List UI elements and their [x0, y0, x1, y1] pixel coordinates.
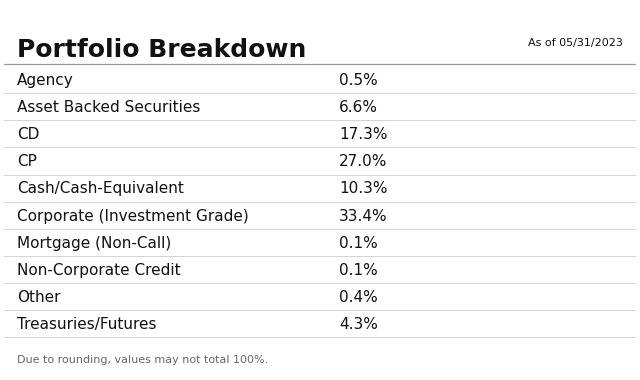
Text: Non-Corporate Credit: Non-Corporate Credit [17, 263, 180, 278]
Text: 4.3%: 4.3% [339, 317, 378, 332]
Text: Portfolio Breakdown: Portfolio Breakdown [17, 38, 306, 62]
Text: Due to rounding, values may not total 100%.: Due to rounding, values may not total 10… [17, 355, 268, 365]
Text: CP: CP [17, 154, 36, 169]
Text: As of 05/31/2023: As of 05/31/2023 [529, 38, 623, 48]
Text: 6.6%: 6.6% [339, 100, 378, 115]
Text: 27.0%: 27.0% [339, 154, 387, 169]
Text: 33.4%: 33.4% [339, 209, 388, 223]
Text: 0.1%: 0.1% [339, 236, 378, 251]
Text: CD: CD [17, 127, 39, 142]
Text: 0.1%: 0.1% [339, 263, 378, 278]
Text: 0.4%: 0.4% [339, 290, 378, 305]
Text: Corporate (Investment Grade): Corporate (Investment Grade) [17, 209, 248, 223]
Text: Agency: Agency [17, 73, 74, 88]
Text: Cash/Cash-Equivalent: Cash/Cash-Equivalent [17, 181, 184, 196]
Text: Treasuries/Futures: Treasuries/Futures [17, 317, 156, 332]
Text: 0.5%: 0.5% [339, 73, 378, 88]
Text: 17.3%: 17.3% [339, 127, 387, 142]
Text: 10.3%: 10.3% [339, 181, 387, 196]
Text: Asset Backed Securities: Asset Backed Securities [17, 100, 200, 115]
Text: Other: Other [17, 290, 60, 305]
Text: Mortgage (Non-Call): Mortgage (Non-Call) [17, 236, 171, 251]
